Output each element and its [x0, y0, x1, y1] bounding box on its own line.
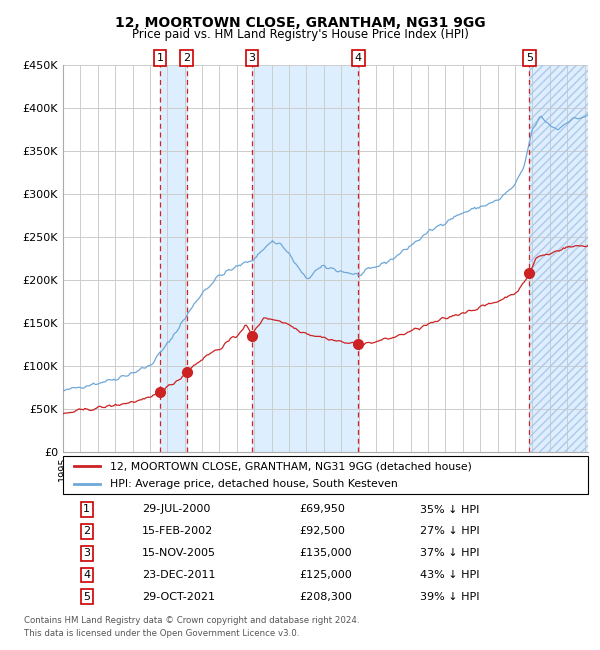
Text: Contains HM Land Registry data © Crown copyright and database right 2024.: Contains HM Land Registry data © Crown c… [24, 616, 359, 625]
Text: 2: 2 [183, 53, 190, 63]
Text: 12, MOORTOWN CLOSE, GRANTHAM, NG31 9GG (detached house): 12, MOORTOWN CLOSE, GRANTHAM, NG31 9GG (… [110, 462, 472, 471]
Text: 1: 1 [83, 504, 90, 514]
Text: 1: 1 [157, 53, 163, 63]
Text: 15-FEB-2002: 15-FEB-2002 [142, 526, 213, 536]
Text: 4: 4 [83, 570, 90, 580]
Bar [529, 65, 588, 452]
Text: 15-NOV-2005: 15-NOV-2005 [142, 548, 216, 558]
Text: £92,500: £92,500 [299, 526, 345, 536]
Text: 2: 2 [83, 526, 90, 536]
Text: HPI: Average price, detached house, South Kesteven: HPI: Average price, detached house, Sout… [110, 479, 398, 489]
Text: 35% ↓ HPI: 35% ↓ HPI [420, 504, 479, 514]
Text: 37% ↓ HPI: 37% ↓ HPI [420, 548, 479, 558]
Text: £69,950: £69,950 [299, 504, 345, 514]
Text: 12, MOORTOWN CLOSE, GRANTHAM, NG31 9GG: 12, MOORTOWN CLOSE, GRANTHAM, NG31 9GG [115, 16, 485, 31]
Text: 4: 4 [355, 53, 362, 63]
Text: 29-OCT-2021: 29-OCT-2021 [142, 592, 215, 602]
Text: 3: 3 [248, 53, 256, 63]
Text: 27% ↓ HPI: 27% ↓ HPI [420, 526, 479, 536]
Text: £125,000: £125,000 [299, 570, 352, 580]
Text: Price paid vs. HM Land Registry's House Price Index (HPI): Price paid vs. HM Land Registry's House … [131, 28, 469, 41]
Bar [160, 65, 187, 452]
Bar [529, 65, 588, 452]
Text: 23-DEC-2011: 23-DEC-2011 [142, 570, 215, 580]
Bar [252, 65, 358, 452]
Text: £135,000: £135,000 [299, 548, 352, 558]
Text: This data is licensed under the Open Government Licence v3.0.: This data is licensed under the Open Gov… [24, 629, 299, 638]
Text: £208,300: £208,300 [299, 592, 352, 602]
Text: 29-JUL-2000: 29-JUL-2000 [142, 504, 210, 514]
Text: 5: 5 [83, 592, 90, 602]
Text: 3: 3 [83, 548, 90, 558]
Text: 39% ↓ HPI: 39% ↓ HPI [420, 592, 479, 602]
Text: 43% ↓ HPI: 43% ↓ HPI [420, 570, 479, 580]
Text: 5: 5 [526, 53, 533, 63]
